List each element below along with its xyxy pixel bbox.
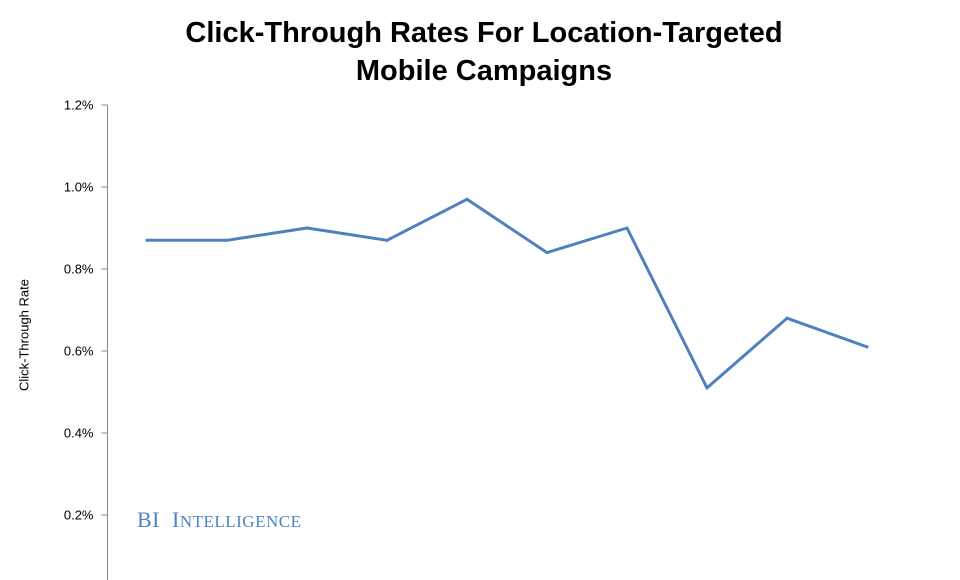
y-tick-label: 1.0% [64,180,94,195]
data-point [705,386,709,390]
data-point [305,226,309,230]
series-lines [145,197,869,390]
data-point [225,238,229,242]
series-line-segment [305,226,389,242]
logo-bi: BI [137,507,160,532]
data-point [385,238,389,242]
series-line-segment [385,197,469,242]
bi-intelligence-logo: BI INTELLIGENCE [137,507,301,533]
series-line-segment [785,316,869,349]
series-line-segment [225,226,309,242]
data-point [625,226,629,230]
y-tick-label: 0.2% [64,508,94,523]
data-point [785,316,789,320]
y-tick-label: 0.6% [64,344,94,359]
logo-intelligence: INTELLIGENCE [172,507,302,532]
series-line-segment [705,316,789,390]
series-line-segment [545,226,629,255]
data-point [145,238,149,242]
data-point [465,197,469,201]
data-point [545,251,549,255]
series-line-segment [465,197,549,255]
series-line-segment [625,226,709,390]
y-tick-label: 0.4% [64,426,94,441]
chart-title-line-1: Click-Through Rates For Location-Targete… [185,17,783,49]
y-tick-label: 1.2% [64,98,94,113]
y-axis-ticks: 1.2% 1.0% 0.8% 0.6% 0.4% 0.2% [64,98,108,523]
y-tick-label: 0.8% [64,262,94,277]
chart-title: Click-Through Rates For Location-Targete… [0,14,960,90]
chart-title-line-2: Mobile Campaigns [355,55,613,87]
data-point [865,345,869,349]
